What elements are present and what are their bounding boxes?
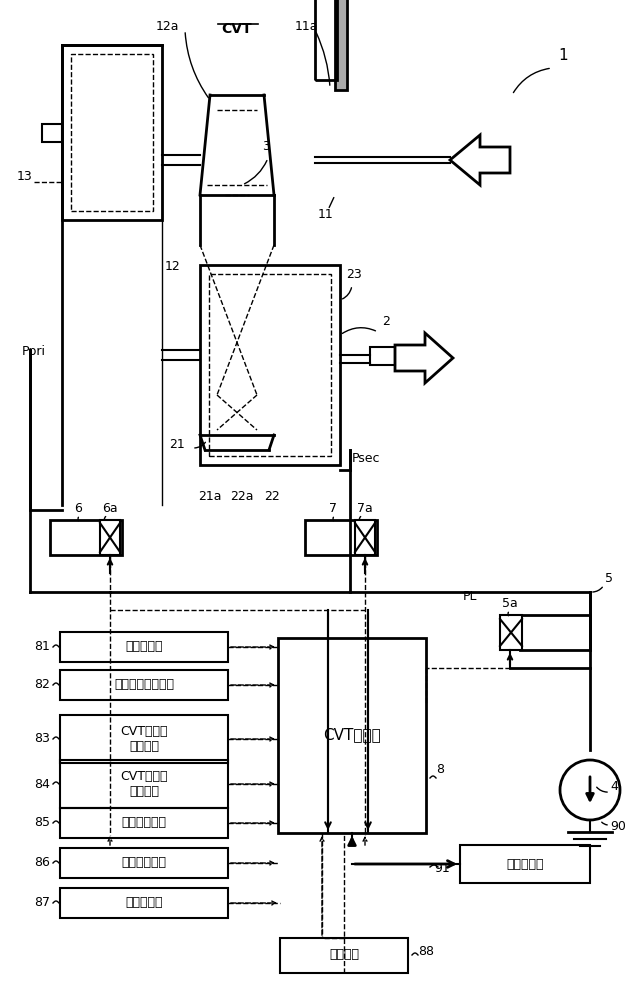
Text: CVT控制器: CVT控制器 <box>323 728 381 742</box>
Bar <box>60 848 228 878</box>
Text: 12a: 12a <box>155 20 178 33</box>
Text: 11: 11 <box>318 208 334 221</box>
Text: 8: 8 <box>436 763 444 776</box>
Text: 87: 87 <box>34 896 50 910</box>
Text: 5: 5 <box>605 572 613 585</box>
Bar <box>370 347 395 365</box>
Text: 7a: 7a <box>357 502 373 515</box>
Bar <box>305 520 377 555</box>
Text: 13: 13 <box>16 170 32 183</box>
Text: 84: 84 <box>34 778 50 790</box>
Bar <box>500 615 522 650</box>
Text: 88: 88 <box>418 945 434 958</box>
Bar <box>315 0 337 80</box>
Text: 6a: 6a <box>102 502 117 515</box>
Text: PL: PL <box>463 590 477 603</box>
Bar <box>60 632 228 662</box>
Text: CVT输入转
速传感器: CVT输入转 速传感器 <box>120 725 168 753</box>
Bar <box>60 888 228 918</box>
Bar <box>520 615 590 650</box>
Text: 3: 3 <box>262 140 270 153</box>
Text: Psec: Psec <box>352 452 381 465</box>
Text: 初级压传感器: 初级压传感器 <box>121 816 166 830</box>
Bar <box>50 520 122 555</box>
Text: 6: 6 <box>74 502 82 515</box>
Text: CVT输出转
速传感器: CVT输出转 速传感器 <box>120 770 168 798</box>
Text: 11a: 11a <box>294 20 318 33</box>
Text: 91: 91 <box>434 862 450 875</box>
Bar <box>60 670 228 700</box>
Text: 7: 7 <box>329 502 337 515</box>
Bar <box>60 715 228 763</box>
Text: 86: 86 <box>34 856 50 869</box>
Bar <box>60 760 228 808</box>
Bar <box>42 124 62 142</box>
Text: 次级压传感器: 次级压传感器 <box>121 856 166 869</box>
Text: 断路开关: 断路开关 <box>329 948 359 962</box>
Text: 23: 23 <box>346 268 361 281</box>
Text: 油温传感器: 油温传感器 <box>125 896 163 910</box>
Text: 85: 85 <box>34 816 50 830</box>
Bar <box>335 0 347 90</box>
Text: CVT: CVT <box>221 22 252 36</box>
Text: 22a: 22a <box>230 490 254 503</box>
Text: 车速传感器: 车速传感器 <box>125 641 163 654</box>
Text: Ppri: Ppri <box>22 345 46 358</box>
Bar <box>460 845 590 883</box>
Text: 1: 1 <box>558 48 568 63</box>
Bar <box>209 274 331 456</box>
Bar <box>280 938 408 973</box>
Text: 12: 12 <box>165 260 181 273</box>
Text: 车载控制器: 车载控制器 <box>507 857 544 870</box>
Bar <box>100 520 120 555</box>
Bar <box>71 54 153 211</box>
Text: 22: 22 <box>264 490 280 503</box>
Bar <box>355 520 375 555</box>
Text: 90: 90 <box>610 820 626 833</box>
Text: 21: 21 <box>169 438 185 451</box>
Bar <box>60 808 228 838</box>
Text: 81: 81 <box>34 641 50 654</box>
Bar <box>278 638 426 833</box>
Bar <box>200 265 340 465</box>
Text: 83: 83 <box>34 732 50 746</box>
Text: 82: 82 <box>34 678 50 692</box>
Text: 5a: 5a <box>502 597 518 610</box>
Text: 加速器开度传感器: 加速器开度传感器 <box>114 678 174 692</box>
Text: 21a: 21a <box>198 490 221 503</box>
Bar <box>62 45 162 220</box>
Text: 4: 4 <box>610 780 618 793</box>
Text: 2: 2 <box>382 315 390 328</box>
